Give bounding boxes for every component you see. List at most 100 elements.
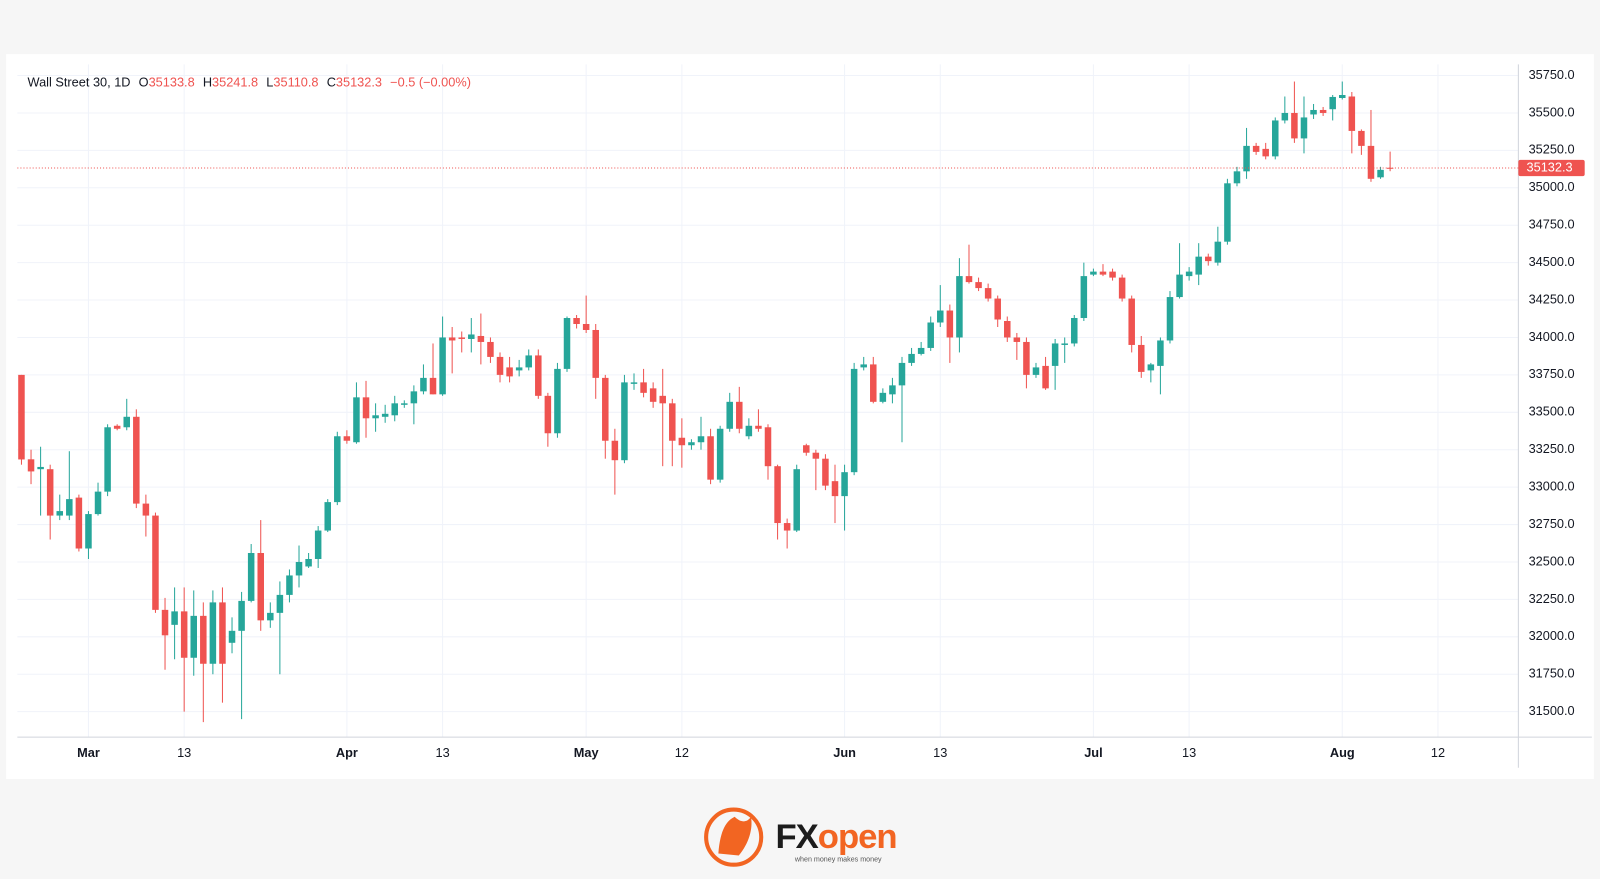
- candle-body: [458, 337, 465, 339]
- candle-body: [305, 558, 312, 567]
- candle-body: [803, 445, 810, 453]
- candle-body: [94, 491, 102, 515]
- candle-body: [1319, 109, 1327, 113]
- y-tick-label: 33500.0: [1529, 404, 1575, 419]
- candle-body: [1224, 183, 1231, 242]
- candle-body: [1339, 94, 1346, 98]
- candle-body: [1061, 343, 1068, 345]
- candle-body: [353, 397, 360, 443]
- y-tick-label: 32750.0: [1529, 516, 1575, 531]
- candle-body: [1032, 367, 1040, 375]
- candle-body: [793, 469, 800, 531]
- candle-body: [1176, 274, 1183, 298]
- grid: [17, 64, 1519, 738]
- candle-body: [46, 469, 54, 516]
- candle-body: [1300, 117, 1308, 139]
- y-tick-label: 31750.0: [1529, 666, 1575, 681]
- candle-body: [1071, 318, 1078, 344]
- x-tick-label: May: [574, 745, 600, 760]
- candle-body: [200, 615, 207, 664]
- candle-body: [1185, 271, 1193, 277]
- candle-body: [707, 436, 714, 480]
- candle-body: [228, 630, 236, 643]
- candle-body: [1013, 337, 1021, 342]
- candle-body: [1023, 341, 1030, 375]
- candle-body: [1233, 171, 1241, 184]
- candle-body: [898, 362, 906, 386]
- candle-body: [937, 310, 944, 323]
- candle-body: [1358, 130, 1365, 146]
- y-tick-label: 35000.0: [1529, 179, 1575, 194]
- candle-body: [66, 499, 73, 516]
- candle-body: [295, 561, 303, 576]
- candle-body: [573, 318, 580, 324]
- candle-body: [659, 395, 666, 404]
- candle-body: [669, 403, 676, 441]
- y-tick-label: 34500.0: [1529, 254, 1575, 269]
- candle-body: [716, 428, 724, 480]
- candle-body: [678, 437, 686, 446]
- candle-body: [1109, 271, 1116, 278]
- candle-body: [621, 382, 628, 461]
- candle-body: [142, 503, 150, 516]
- candle-body: [640, 382, 647, 393]
- change: −0.5 (−0.00%): [390, 75, 471, 90]
- candle-body: [133, 416, 140, 504]
- candle-body: [984, 288, 992, 299]
- open-value: 35133.8: [149, 75, 195, 90]
- x-tick-label: 12: [675, 745, 689, 760]
- candle-body: [783, 523, 791, 531]
- y-tick-label: 33750.0: [1529, 366, 1575, 381]
- candle-body: [219, 602, 226, 664]
- y-tick-label: 35750.0: [1529, 67, 1575, 82]
- y-tick-label: 32250.0: [1529, 591, 1575, 606]
- x-tick-label: 12: [1431, 745, 1445, 760]
- candles: [17, 81, 1519, 723]
- candle-body: [324, 502, 331, 531]
- logo-tagline: when money makes money: [794, 855, 882, 863]
- candle-body: [755, 425, 762, 429]
- x-tick-label: 13: [933, 745, 947, 760]
- candle-body: [391, 403, 398, 416]
- candle-body: [468, 334, 475, 339]
- candle-body: [1166, 297, 1174, 341]
- candle-body: [381, 413, 389, 417]
- candle-body: [448, 337, 456, 341]
- candle-body: [171, 611, 178, 625]
- candle-body: [190, 615, 197, 658]
- candle-body: [812, 452, 820, 459]
- candle-body: [860, 364, 867, 368]
- candle-body: [1262, 148, 1269, 157]
- candle-body: [238, 600, 245, 631]
- candle-body: [841, 472, 848, 497]
- last-price-box: [1518, 159, 1585, 177]
- y-tick-label: 35250.0: [1529, 142, 1575, 157]
- y-tick-label: 31500.0: [1529, 703, 1575, 718]
- candle-body: [889, 385, 896, 395]
- x-tick-label: 13: [435, 745, 449, 760]
- axes: 31500.0 31750.0 32000.0 32250.0 32500.0 32750…: [77, 67, 1585, 760]
- candle-body: [535, 355, 542, 396]
- candle-body: [1205, 256, 1212, 262]
- candle-body: [917, 347, 925, 354]
- candle-body: [334, 436, 341, 503]
- candle-body: [563, 318, 571, 369]
- candle-body: [439, 337, 446, 395]
- candle-body: [477, 335, 485, 342]
- candle-body: [123, 416, 130, 428]
- logo-word: open: [818, 818, 897, 856]
- symbol: Wall Street 30, 1D: [28, 75, 131, 90]
- candle-body: [1090, 271, 1097, 275]
- candle-body: [247, 552, 255, 601]
- candle-body: [726, 401, 733, 429]
- candle-body: [946, 310, 954, 338]
- candle-body: [1243, 145, 1250, 172]
- candle-body: [688, 442, 695, 446]
- candle-body: [420, 377, 427, 392]
- candle-body: [582, 323, 590, 330]
- candle-body: [18, 374, 25, 460]
- close-value: 35132.3: [336, 75, 382, 90]
- candle-body: [113, 425, 121, 429]
